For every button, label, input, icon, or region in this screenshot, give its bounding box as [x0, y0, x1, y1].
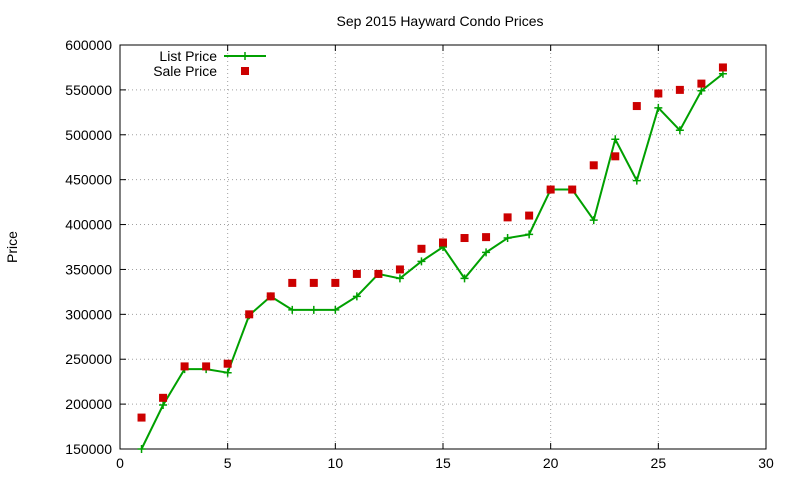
list-price-point	[482, 248, 491, 257]
legend-point-list-price	[241, 52, 249, 60]
legend-marker-list-price	[224, 52, 266, 60]
sale-price-point	[611, 152, 620, 161]
sale-price-point	[374, 269, 383, 278]
legend-point-sale-price	[241, 67, 249, 75]
sale-price-point	[568, 185, 577, 194]
y-axis-label: Price	[4, 231, 20, 263]
list-price-point	[309, 305, 318, 314]
list-price-point	[525, 230, 534, 239]
x-tick-label: 10	[328, 455, 344, 471]
list-price-point	[352, 292, 361, 301]
sale-price-point	[331, 278, 340, 287]
legend-label-sale-price: Sale Price	[153, 63, 217, 79]
sale-price-point	[439, 238, 447, 247]
tick-layer: 150000 200000 250000 300000 350000 400000 4500…	[65, 37, 774, 471]
sale-price-point	[137, 413, 146, 422]
list-price-point	[589, 216, 598, 225]
list-price-point	[675, 126, 684, 135]
sale-price-point	[546, 185, 555, 194]
list-price-point	[611, 135, 620, 144]
sale-price-point	[180, 362, 189, 371]
list-price-point	[632, 176, 641, 185]
sale-price-point	[525, 211, 534, 220]
sale-price-point	[223, 359, 232, 368]
y-tick-label: 400000	[65, 217, 112, 233]
list-price-point	[159, 401, 168, 410]
y-tick-label: 450000	[65, 172, 112, 188]
sale-price-point	[675, 85, 684, 94]
sale-price-point	[503, 213, 512, 222]
y-tick-label: 300000	[65, 306, 112, 322]
chart-title: Sep 2015 Hayward Condo Prices	[336, 13, 543, 29]
sale-price-point	[266, 292, 275, 301]
list-price-point	[331, 305, 340, 314]
y-tick-label: 550000	[65, 82, 112, 98]
y-tick-label: 200000	[65, 396, 112, 412]
list-price-point	[697, 86, 706, 95]
list-price-point	[417, 257, 426, 266]
sale-price-point	[417, 244, 426, 253]
list-price-point	[288, 305, 297, 314]
x-tick-label: 5	[224, 455, 232, 471]
x-tick-label: 30	[758, 455, 774, 471]
list-price-point	[503, 234, 512, 243]
y-tick-label: 350000	[65, 261, 112, 277]
x-tick-label: 25	[651, 455, 667, 471]
sale-price-point	[460, 234, 469, 243]
x-tick-label: 15	[435, 455, 451, 471]
grid-layer	[120, 45, 766, 449]
list-price-line	[140, 72, 724, 450]
sale-price-point	[697, 79, 706, 88]
legend-label-list-price: List Price	[159, 48, 217, 64]
sale-price-point	[202, 362, 211, 371]
legend: List Price Sale Price	[153, 48, 266, 79]
sale-price-point	[159, 393, 168, 402]
sale-price-point	[288, 278, 297, 287]
sale-price-point	[654, 89, 663, 98]
legend-marker-sale-price	[241, 67, 249, 75]
y-tick-label: 500000	[65, 127, 112, 143]
series-layer	[137, 63, 727, 453]
x-tick-label: 20	[543, 455, 559, 471]
y-tick-label: 150000	[65, 441, 112, 457]
sale-price-point	[482, 233, 491, 242]
sale-price-point	[309, 278, 318, 287]
sale-price-point	[245, 310, 254, 319]
y-tick-label: 250000	[65, 351, 112, 367]
list-price-point	[223, 368, 232, 377]
list-price-point	[654, 103, 663, 112]
y-tick-label: 600000	[65, 37, 112, 53]
sale-price-point	[589, 161, 598, 170]
list-price-point	[395, 274, 404, 283]
list-price-point	[137, 445, 146, 453]
x-tick-label: 0	[116, 455, 124, 471]
sale-price-point	[395, 265, 404, 274]
sale-price-point	[718, 63, 727, 72]
sale-price-point	[632, 102, 641, 111]
list-price-point	[460, 274, 469, 283]
sale-price-point	[352, 269, 361, 278]
